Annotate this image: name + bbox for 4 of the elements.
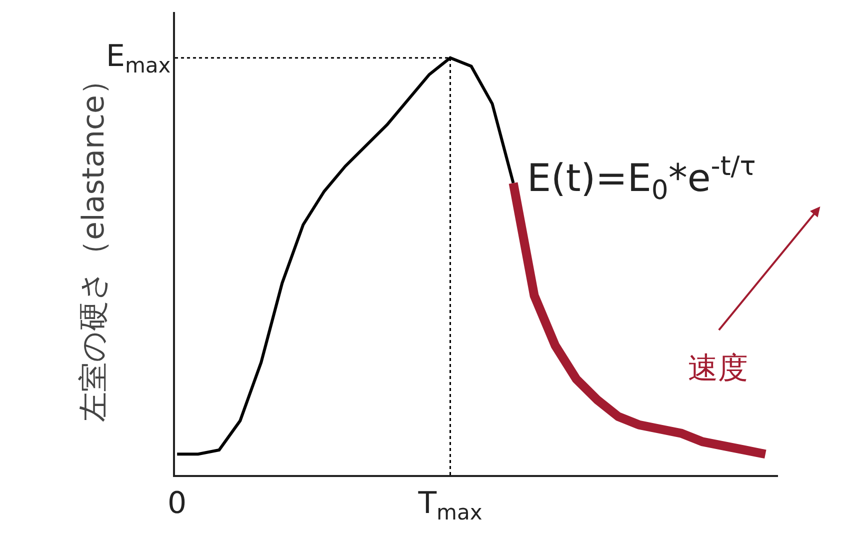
annotation: 速度 [688, 351, 748, 386]
x-tick-label: T$_{max}$ [417, 486, 482, 524]
annotation: E(t)=E$_{0}$*e$^{-t/τ}$ [527, 151, 756, 206]
x-tick-label: 0 [168, 486, 187, 521]
